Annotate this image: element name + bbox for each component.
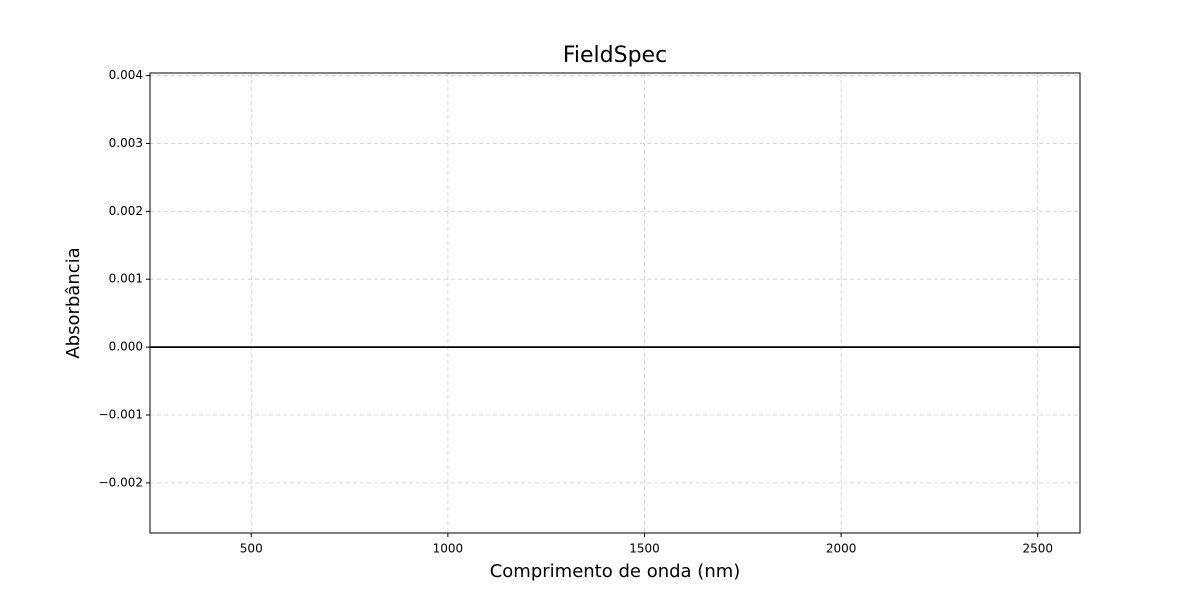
y-tick-label: −0.002 [99,475,143,489]
y-tick-label: 0.003 [109,136,143,150]
y-tick-label: 0.004 [109,68,143,82]
x-tick-label: 1000 [433,542,464,556]
x-tick-label: 2500 [1022,542,1053,556]
x-axis-label: Comprimento de onda (nm) [490,561,741,582]
y-tick-label: 0.002 [109,204,143,218]
x-tick-label: 1500 [629,542,660,556]
plot-frame [149,72,1081,534]
y-tick-label: 0.000 [109,340,143,354]
x-tick-label: 500 [240,542,263,556]
chart-title: FieldSpec [563,43,667,68]
y-tick-label: 0.001 [109,272,143,286]
y-axis-label: Absorbância [63,247,84,358]
x-tick-label: 2000 [826,542,857,556]
y-tick-label: −0.001 [99,408,143,422]
